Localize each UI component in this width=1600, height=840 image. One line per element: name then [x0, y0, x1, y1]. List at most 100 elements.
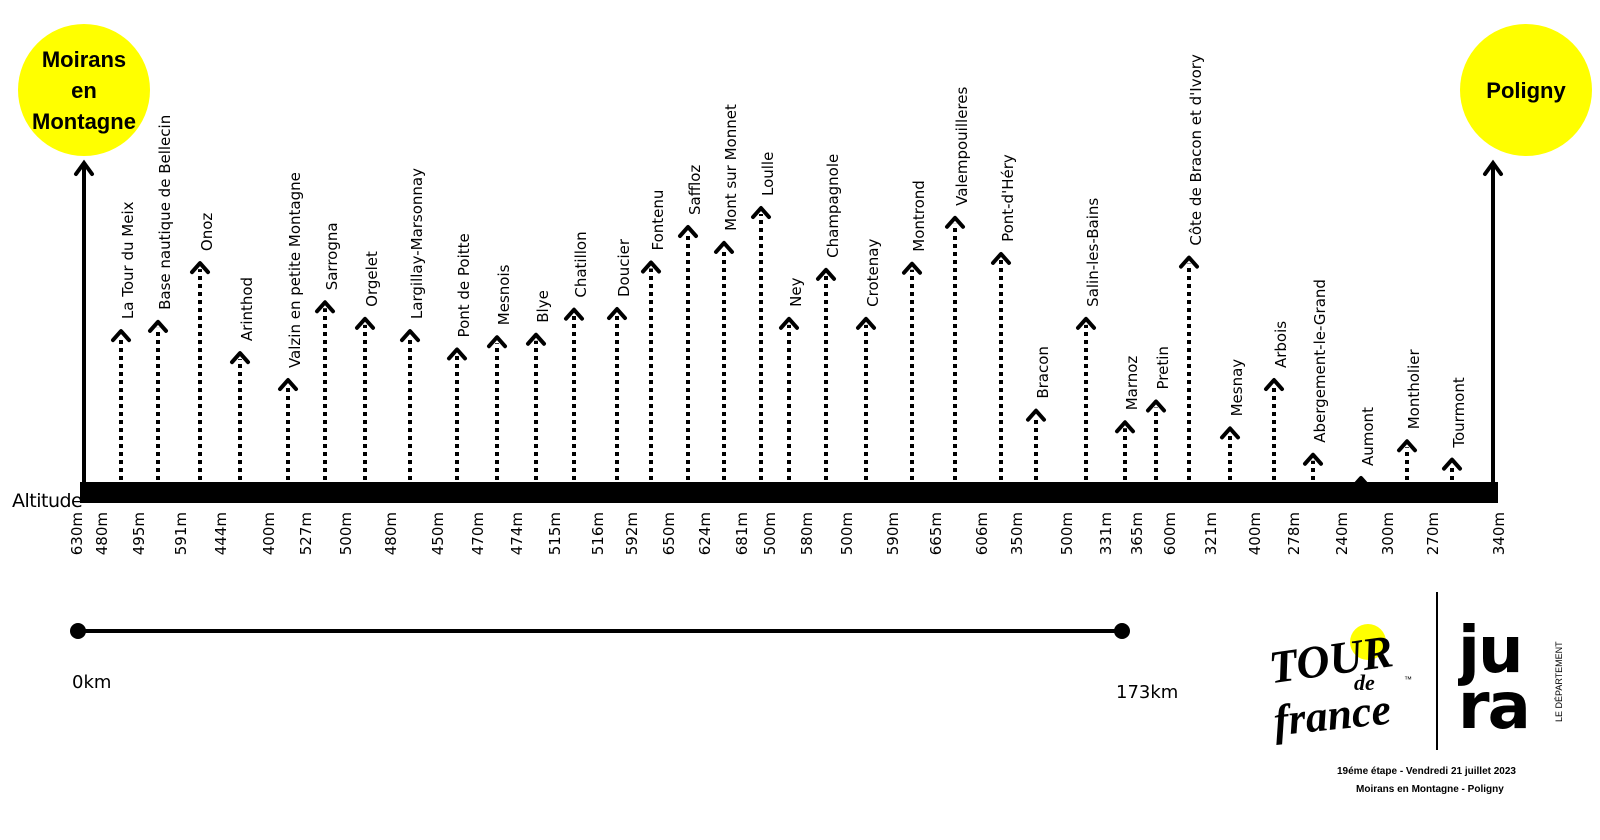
- svg-text:LE DÉPARTEMENT: LE DÉPARTEMENT: [1554, 641, 1564, 722]
- waypoint-name-label: Valzin en petite Montagne: [286, 172, 304, 368]
- altitude-tick-label: 591m: [172, 512, 190, 555]
- altitude-tick-label: 630m: [68, 512, 86, 555]
- waypoint-name-label: Salin-les-Bains: [1084, 198, 1102, 307]
- altitude-tick-label: 278m: [1285, 512, 1303, 555]
- logo-divider: [1436, 592, 1438, 750]
- footer-stage-route: Moirans en Montagne - Poligny: [1356, 784, 1504, 795]
- waypoint-marker: Valempouilleres: [945, 87, 971, 480]
- waypoint-arrowhead: [991, 251, 1011, 265]
- finish-city-name: Poligny: [1486, 77, 1566, 103]
- waypoint-marker: Mesnay: [1220, 359, 1246, 480]
- waypoint-marker: Pont-d'Héry: [991, 154, 1017, 480]
- altitude-tick-label: 495m: [130, 512, 148, 555]
- waypoint-arrowhead: [1146, 399, 1166, 413]
- waypoint-arrowhead: [564, 307, 584, 321]
- waypoint-marker: Tourmont: [1442, 377, 1468, 480]
- footer-stage-date: 19éme étape - Vendredi 21 juillet 2023: [1337, 766, 1516, 777]
- waypoint-name-label: Saffloz: [686, 165, 704, 215]
- waypoint-name-label: Orgelet: [363, 251, 381, 307]
- altitude-tick-label: 340m: [1490, 512, 1508, 555]
- waypoint-name-label: Montrond: [910, 180, 928, 252]
- start-city-circle: Moirans en Montagne: [18, 24, 150, 156]
- waypoint-name-label: Valempouilleres: [953, 87, 971, 206]
- distance-scale: [70, 623, 1130, 639]
- distance-start-label: 0km: [72, 672, 112, 693]
- waypoint-marker: Chatillon: [564, 231, 590, 480]
- altitude-tick-label: 580m: [798, 512, 816, 555]
- waypoint-arrowhead: [678, 224, 698, 238]
- altitude-tick-label: 500m: [1058, 512, 1076, 555]
- waypoint-marker: Largillay-Marsonnay: [400, 168, 426, 480]
- waypoint-marker: Côte de Bracon et d'Ivory: [1179, 54, 1205, 480]
- waypoint-marker: Blye: [526, 290, 552, 480]
- jura-department-logo: ju ra LE DÉPARTEMENT: [1458, 614, 1564, 740]
- waypoint-name-label: Abergement-le-Grand: [1311, 279, 1329, 443]
- waypoint-arrowhead: [1397, 439, 1417, 453]
- altitude-tick-label: 500m: [838, 512, 856, 555]
- distance-scale-start-dot: [70, 623, 86, 639]
- altitude-tick-label: 240m: [1333, 512, 1351, 555]
- waypoint-marker: Champagnole: [816, 154, 842, 480]
- waypoint-arrowhead: [190, 261, 210, 275]
- waypoint-marker: Crotenay: [856, 239, 882, 480]
- waypoint-arrowhead: [607, 307, 627, 321]
- waypoint-marker: Pretin: [1146, 346, 1172, 480]
- altitude-tick-label: 350m: [1008, 512, 1026, 555]
- waypoint-arrowhead: [1303, 452, 1323, 466]
- start-arrowhead: [74, 159, 94, 176]
- altitude-tick-label: 600m: [1161, 512, 1179, 555]
- waypoint-arrowhead: [751, 206, 771, 220]
- altitude-tick-label: 500m: [337, 512, 355, 555]
- finish-arrowhead: [1483, 159, 1503, 176]
- svg-text:TOUR: TOUR: [1268, 625, 1396, 693]
- altitude-tick-label: 331m: [1097, 512, 1115, 555]
- waypoint-arrowhead: [816, 267, 836, 281]
- waypoint-name-label: Tourmont: [1450, 377, 1468, 448]
- waypoint-arrowhead: [779, 316, 799, 330]
- waypoint-marker: Arinthod: [230, 277, 256, 480]
- waypoint-marker: Mesnois: [487, 264, 513, 480]
- route-baseline-bar: [80, 482, 1498, 503]
- waypoint-marker: Marnoz: [1115, 356, 1141, 480]
- altitude-tick-label: 527m: [297, 512, 315, 555]
- altitude-tick-label: 516m: [589, 512, 607, 555]
- altitude-tick-label: 400m: [260, 512, 278, 555]
- waypoint-name-label: La Tour du Meix: [119, 201, 137, 319]
- altitude-tick-label: 606m: [973, 512, 991, 555]
- waypoint-marker: Base nautique de Bellecin: [148, 115, 174, 480]
- start-city-line: Moirans: [41, 46, 127, 72]
- finish-city-circle: Poligny: [1460, 24, 1592, 156]
- waypoint-arrowhead: [315, 300, 335, 314]
- waypoint-name-label: Crotenay: [864, 239, 882, 307]
- waypoint-name-label: Sarrogna: [323, 222, 341, 290]
- waypoint-marker: Fontenu: [641, 190, 667, 480]
- svg-text:france: france: [1271, 685, 1393, 746]
- distance-scale-end-dot: [1114, 623, 1130, 639]
- waypoint-arrowhead: [641, 260, 661, 274]
- waypoint-arrowhead: [1026, 408, 1046, 422]
- waypoint-marker: La Tour du Meix: [111, 201, 137, 480]
- altitude-tick-label: 450m: [429, 512, 447, 555]
- waypoint-arrowhead: [526, 332, 546, 346]
- altitude-tick-label: 270m: [1424, 512, 1442, 555]
- altitude-tick-label: 470m: [469, 512, 487, 555]
- waypoint-marker: Bracon: [1026, 346, 1052, 480]
- waypoint-arrowhead: [945, 215, 965, 229]
- altitude-tick-label: 592m: [623, 512, 641, 555]
- altitude-tick-labels: 630m 480m 495m 591m 444m 400m 527m 500m 480m 450m…: [68, 512, 1508, 555]
- waypoint-arrowhead: [487, 335, 507, 349]
- altitude-tick-label: 480m: [93, 512, 111, 555]
- waypoint-name-label: Loulle: [759, 152, 777, 196]
- distance-end-label: 173km: [1116, 682, 1179, 703]
- altitude-tick-label: 444m: [212, 512, 230, 555]
- waypoint-arrowhead: [278, 378, 298, 392]
- waypoint-arrowhead: [1264, 378, 1284, 392]
- svg-text:ju: ju: [1458, 614, 1522, 688]
- waypoint-marker: Loulle: [751, 152, 777, 480]
- waypoint-marker: Ney: [779, 277, 805, 480]
- waypoint-name-label: Blye: [534, 290, 552, 323]
- waypoint-name-label: Marnoz: [1123, 356, 1141, 411]
- waypoint-arrowhead: [355, 316, 375, 330]
- waypoint-arrowhead: [902, 261, 922, 275]
- waypoint-marker: Arbois: [1264, 321, 1290, 480]
